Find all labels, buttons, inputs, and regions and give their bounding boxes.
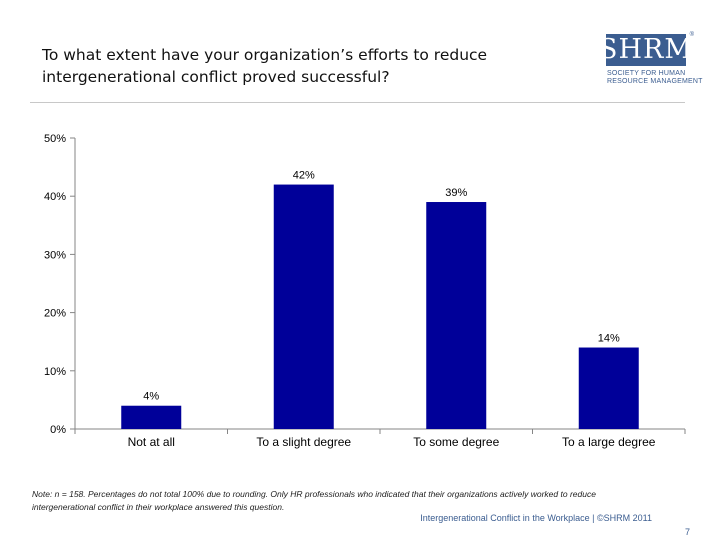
slide-title-line-2: intergenerational conflict proved succes… (42, 68, 390, 86)
bar (426, 202, 487, 429)
shrm-logo-tagline-line-1: SOCIETY FOR HUMAN (607, 70, 686, 77)
y-tick-label: 40% (44, 191, 66, 203)
data-label: 4% (143, 391, 159, 403)
y-tick-label: 50% (44, 133, 66, 145)
y-tick-label: 10% (44, 366, 66, 378)
y-tick-label: 20% (44, 308, 66, 320)
shrm-logo-tagline-line-2: RESOURCE MANAGEMENT (607, 78, 703, 85)
chart-note: Note: n = 158. Percentages do not total … (32, 488, 682, 514)
page-number: 7 (684, 527, 690, 537)
bar (578, 347, 639, 429)
chart-note-line-2: intergenerational conflict in their work… (32, 502, 285, 512)
shrm-logo-wordmark: SHRM (598, 34, 694, 65)
registered-mark: ® (689, 32, 694, 38)
data-label: 42% (293, 170, 315, 182)
chart-note-line-1: Note: n = 158. Percentages do not total … (32, 489, 596, 499)
shrm-logo: SHRM ® SOCIETY FOR HUMAN RESOURCE MANAGE… (599, 32, 703, 94)
bar (121, 405, 182, 429)
data-label: 39% (445, 187, 467, 199)
category-label: Not at all (128, 435, 175, 449)
header-divider (30, 102, 685, 103)
category-label: To a large degree (562, 435, 656, 449)
shrm-logo-box: SHRM (599, 34, 692, 66)
category-label: To a slight degree (256, 435, 351, 449)
y-tick-label: 0% (50, 424, 66, 436)
y-tick-label: 30% (44, 249, 66, 261)
footer-source: Intergenerational Conflict in the Workpl… (420, 513, 652, 523)
data-label: 14% (598, 333, 620, 345)
slide-title: To what extent have your organization’s … (42, 44, 562, 88)
slide-title-line-1: To what extent have your organization’s … (42, 46, 488, 64)
category-label: To some degree (413, 435, 499, 449)
bar (273, 184, 334, 429)
shrm-logo-tagline: SOCIETY FOR HUMAN RESOURCE MANAGEMENT (607, 70, 703, 86)
